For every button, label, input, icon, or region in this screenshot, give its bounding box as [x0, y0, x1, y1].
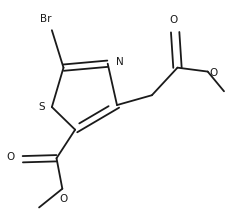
Text: O: O	[209, 68, 217, 78]
Text: S: S	[39, 102, 45, 112]
Text: O: O	[59, 194, 68, 204]
Text: Br: Br	[40, 14, 52, 24]
Text: N: N	[116, 57, 124, 67]
Text: O: O	[6, 152, 15, 162]
Text: O: O	[170, 15, 178, 25]
